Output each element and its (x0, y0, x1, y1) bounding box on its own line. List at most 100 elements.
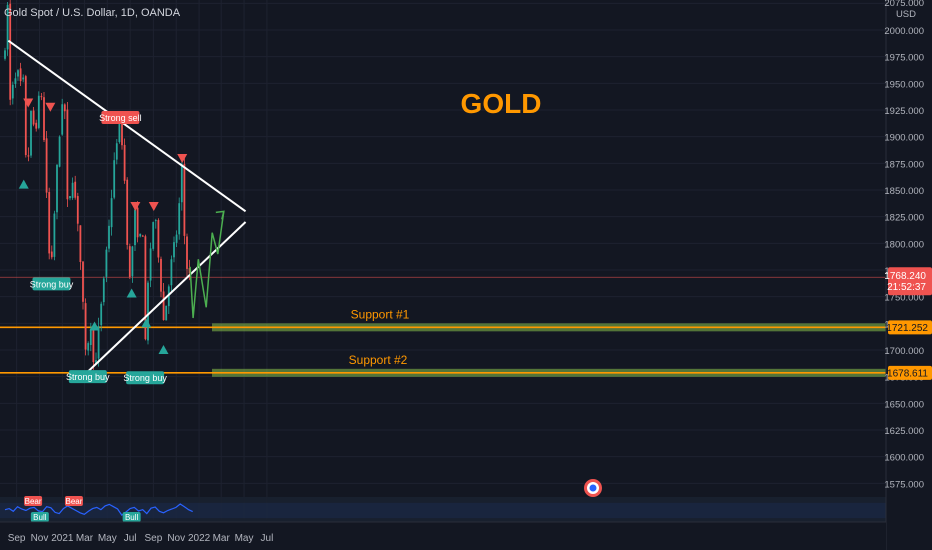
candle-body (27, 155, 30, 157)
price-tick-label: 1600.000 (884, 453, 924, 464)
candle-body (170, 259, 173, 286)
candle-body (144, 236, 147, 340)
indicator-background (0, 497, 886, 524)
candle-body (17, 70, 19, 77)
price-tick-label: 2000.000 (884, 26, 924, 37)
price-tick-label: 1750.000 (884, 293, 924, 304)
bull-badge (30, 512, 49, 522)
candle-body (53, 213, 56, 257)
bear-label: Bear (65, 497, 82, 506)
candle-body (74, 181, 77, 198)
candle-body (11, 84, 14, 99)
candle-body (56, 164, 58, 213)
candle-body (167, 286, 170, 307)
candle-body (61, 104, 64, 135)
time-axis-bg (0, 522, 886, 550)
candle-body (105, 249, 108, 277)
price-tick-label: 1625.000 (884, 426, 924, 437)
trendline-upper (7, 39, 247, 213)
candle-body (92, 328, 95, 363)
support2-price-tag-value: 1678.611 (887, 368, 928, 379)
candle-body (22, 77, 25, 80)
candle-body (40, 96, 43, 98)
candle-body (126, 179, 129, 245)
candle-body (50, 251, 53, 258)
price-tick-label: 1925.000 (884, 106, 924, 117)
price-tick-label: 1875.000 (884, 159, 924, 170)
candle-body (4, 50, 6, 59)
candle-body (180, 163, 183, 203)
sell-arrow (45, 102, 56, 112)
gold-label: GOLD (461, 88, 542, 119)
time-tick-label: Jul (261, 533, 274, 544)
price-tick-label: 1650.000 (884, 399, 924, 410)
price-tick-label: 1900.000 (884, 133, 924, 144)
strong-sell-label: Strong sell (99, 113, 142, 123)
indicator-band (0, 502, 886, 519)
candle-body (63, 104, 66, 112)
candle-body (79, 225, 82, 263)
candle-body (173, 242, 175, 258)
time-tick-label: 2022 (188, 533, 211, 544)
candle-body (6, 4, 9, 50)
support1-label: Support #1 (351, 307, 410, 321)
price-tick-label: 1800.000 (884, 239, 924, 250)
candle-body (71, 182, 74, 198)
candle-body (102, 278, 105, 303)
current-price-tag (888, 267, 932, 296)
bear-label: Bear (25, 497, 42, 506)
candle-body (152, 222, 155, 249)
buy-arrow (158, 345, 169, 355)
candle-body (149, 248, 152, 281)
candle-body (128, 246, 131, 277)
strong-buy-label: Strong buy (66, 372, 110, 382)
time-tick-label: 2021 (51, 533, 74, 544)
candle-body (162, 291, 165, 321)
trendlines (7, 39, 247, 375)
candle-body (183, 164, 186, 236)
support2-price-tag (888, 365, 932, 380)
candle-body (19, 68, 22, 82)
candle-body (131, 246, 134, 277)
candle-body (76, 196, 79, 224)
strong-buy-label: Strong buy (30, 279, 74, 289)
candle-body (110, 198, 113, 228)
candle-body (121, 117, 123, 146)
candle-body (141, 235, 144, 237)
candle-body (118, 117, 121, 143)
strong-buy-badge (126, 371, 165, 385)
current-price-value: 1768.240 (884, 271, 926, 282)
strong-sell-badge (101, 110, 140, 124)
support1-price-tag-value: 1721.252 (886, 323, 928, 334)
bull-label: Bull (33, 513, 47, 522)
candle-body (113, 160, 116, 198)
candle-body (123, 144, 126, 181)
price-tick-label: 1825.000 (884, 213, 924, 224)
price-tick-label: 1850.000 (884, 186, 924, 197)
candle-body (139, 233, 142, 237)
candle-body (157, 220, 160, 258)
candle-body (35, 122, 38, 129)
candle-body (24, 76, 27, 156)
candle-body (48, 192, 51, 254)
symbol-title: Gold Spot / U.S. Dollar, 1D, OANDA (4, 7, 181, 19)
countdown-value: 21:52:37 (887, 282, 926, 293)
price-tick-label: 1950.000 (884, 79, 924, 90)
candle-body (58, 136, 61, 167)
time-tick-label: Jul (124, 533, 137, 544)
support1-price-tag (888, 320, 932, 335)
sell-arrow (130, 202, 141, 212)
bear-badge (24, 496, 43, 506)
candle-body (95, 360, 97, 364)
annotations: GOLD Support #1 Support #2 (349, 88, 542, 367)
buy-arrow (18, 179, 29, 189)
projection-path (189, 211, 225, 319)
projection-arrowhead (215, 210, 225, 220)
candle-body (37, 95, 40, 128)
sell-arrow (23, 98, 34, 108)
price-tick-label: 2075.000 (884, 0, 924, 9)
